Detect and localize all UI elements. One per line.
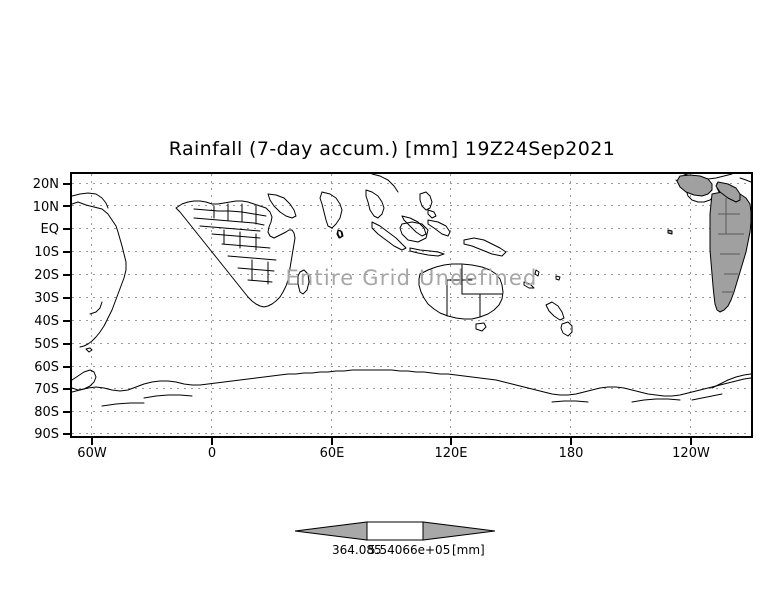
x-tick-180 xyxy=(570,438,572,445)
y-axis-label-40s: 40S xyxy=(34,314,59,329)
x-tick-0 xyxy=(211,438,213,445)
map-canvas: Entire Grid Undefined xyxy=(72,174,751,436)
y-axis-label-20n: 20N xyxy=(32,177,59,192)
y-tick-60s xyxy=(63,366,70,368)
x-axis-label-60e: 60E xyxy=(319,446,345,461)
gridline-lat-60s xyxy=(72,366,751,367)
y-tick-80s xyxy=(63,411,70,413)
y-tick-40s xyxy=(63,320,70,322)
y-axis-label-10n: 10N xyxy=(32,200,59,215)
coastline-layer xyxy=(72,174,751,407)
y-axis-label-90s: 90S xyxy=(34,427,59,442)
gridline-lon-120w xyxy=(690,174,691,436)
y-tick-10n xyxy=(63,205,70,207)
colorbar-max-label: 5.54066e+05 xyxy=(368,543,451,557)
gridline-lat-70s xyxy=(72,388,751,389)
y-tick-20s xyxy=(63,274,70,276)
gridline-lon-0 xyxy=(211,174,212,436)
y-axis-label-eq: EQ xyxy=(40,222,59,237)
page-title: Rainfall (7-day accum.) [mm] 19Z24Sep202… xyxy=(168,138,616,160)
gridline-lat-10n xyxy=(72,205,751,206)
x-axis-label-60w: 60W xyxy=(77,446,107,461)
gridline-lat-50s xyxy=(72,343,751,344)
colorbar-unit-label: [mm] xyxy=(452,543,485,557)
y-axis-label-50s: 50S xyxy=(34,337,59,352)
y-tick-70s xyxy=(63,388,70,390)
gridline-lat-90s xyxy=(72,433,751,434)
gridline-lat-20n xyxy=(72,183,751,184)
gridline-lon-120e xyxy=(450,174,451,436)
gridline-lat-30s xyxy=(72,297,751,298)
y-axis-label-10s: 10S xyxy=(34,245,59,260)
gridline-lat-80s xyxy=(72,411,751,412)
gridline-lat-20s xyxy=(72,274,751,275)
y-tick-eq xyxy=(63,228,70,230)
x-axis-label-180: 180 xyxy=(558,446,584,461)
y-axis-label-20s: 20S xyxy=(34,268,59,283)
gridline-lon-60e xyxy=(331,174,332,436)
x-tick-120e xyxy=(450,438,452,445)
colorbar-min-label: 364.085 xyxy=(332,543,382,557)
y-tick-20n xyxy=(63,183,70,185)
gridline-lat-eq xyxy=(72,228,751,229)
x-axis-label-0: 0 xyxy=(207,446,217,461)
y-axis-label-30s: 30S xyxy=(34,291,59,306)
y-tick-10s xyxy=(63,251,70,253)
y-axis-label-80s: 80S xyxy=(34,405,59,420)
x-tick-60e xyxy=(331,438,333,445)
colorbar-swatches xyxy=(295,521,495,541)
map-plot-panel[interactable]: Entire Grid Undefined xyxy=(70,172,753,438)
x-tick-60w xyxy=(91,438,93,445)
x-axis-label-120w: 120W xyxy=(672,446,710,461)
gridline-lon-180 xyxy=(570,174,571,436)
y-tick-50s xyxy=(63,343,70,345)
gridline-lon-60w xyxy=(91,174,92,436)
x-tick-120w xyxy=(690,438,692,445)
y-tick-90s xyxy=(63,433,70,435)
colorbar[interactable] xyxy=(295,518,495,544)
y-axis-label-60s: 60S xyxy=(34,360,59,375)
y-tick-30s xyxy=(63,297,70,299)
y-axis-label-70s: 70S xyxy=(34,382,59,397)
gridline-lat-40s xyxy=(72,320,751,321)
x-axis-label-120e: 120E xyxy=(434,446,468,461)
